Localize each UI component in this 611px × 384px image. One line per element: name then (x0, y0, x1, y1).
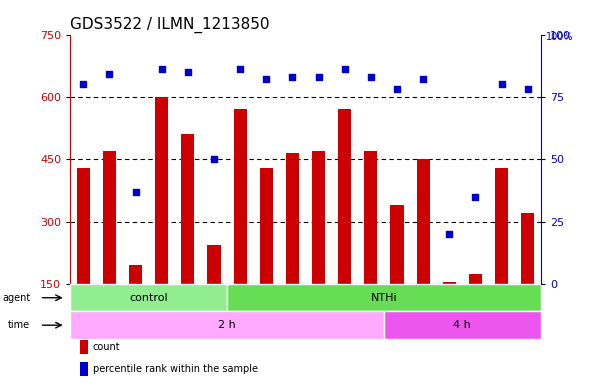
Bar (469, 274, 482, 284)
Bar (312, 151, 325, 284)
Point (131, 189, 141, 195)
Bar (77, 167, 90, 284)
Point (313, 74, 323, 80)
Point (497, 81, 507, 88)
Point (183, 69, 193, 75)
Text: 100%: 100% (546, 32, 574, 42)
Point (209, 156, 219, 162)
Bar (233, 109, 247, 284)
Bar (338, 109, 351, 284)
Bar (103, 151, 116, 284)
Bar (390, 205, 403, 284)
Text: 4 h: 4 h (453, 320, 471, 330)
Bar (495, 167, 508, 284)
Bar (384, 311, 541, 339)
Point (444, 231, 454, 237)
Point (288, 74, 298, 80)
Bar (70, 284, 227, 311)
Bar (286, 153, 299, 284)
Bar (521, 214, 534, 284)
Bar (443, 282, 456, 284)
Point (392, 86, 402, 93)
Point (157, 66, 167, 73)
Bar (70, 311, 384, 339)
Text: percentile rank within the sample: percentile rank within the sample (93, 364, 258, 374)
Bar (181, 134, 194, 284)
Bar (79, 340, 88, 354)
Point (235, 66, 245, 73)
Text: NTHi: NTHi (371, 293, 397, 303)
Text: GDS3522 / ILMN_1213850: GDS3522 / ILMN_1213850 (70, 17, 270, 33)
Bar (364, 151, 378, 284)
Point (78, 81, 88, 88)
Bar (79, 362, 88, 376)
Bar (260, 167, 273, 284)
Point (104, 71, 114, 78)
Bar (208, 245, 221, 284)
Text: time: time (8, 320, 31, 330)
Text: agent: agent (2, 293, 31, 303)
Text: count: count (93, 342, 120, 352)
Point (340, 66, 349, 73)
Text: 2 h: 2 h (218, 320, 236, 330)
Point (366, 74, 376, 80)
Point (418, 76, 428, 83)
Point (523, 86, 533, 93)
Point (470, 194, 480, 200)
Bar (227, 284, 541, 311)
Bar (129, 265, 142, 284)
Text: control: control (130, 293, 168, 303)
Bar (417, 159, 430, 284)
Bar (155, 97, 168, 284)
Point (262, 76, 271, 83)
